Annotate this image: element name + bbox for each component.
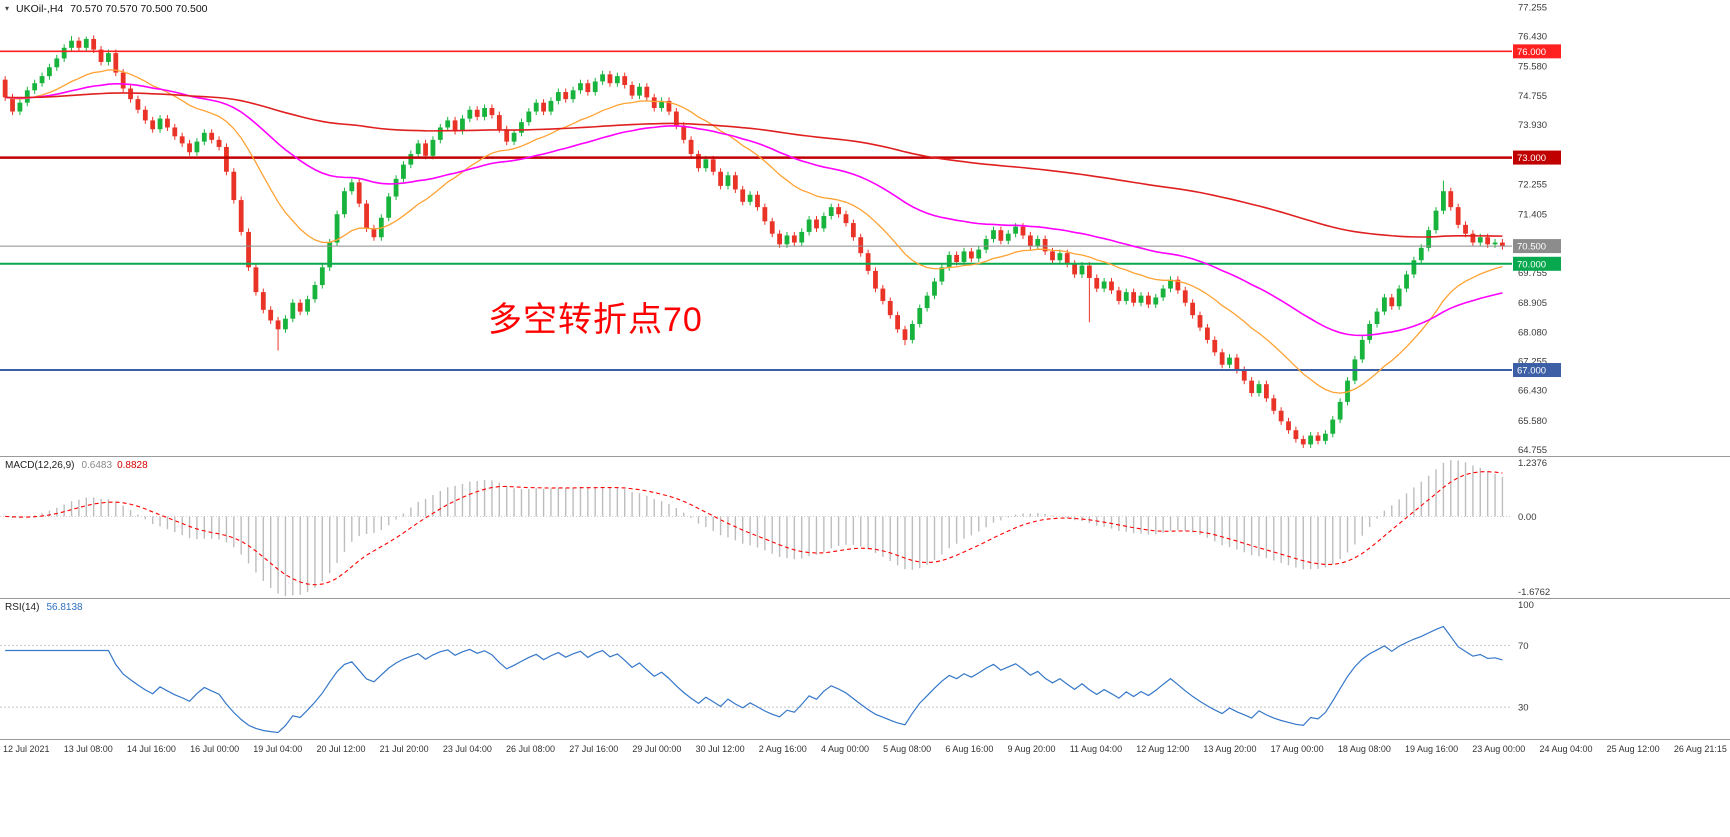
svg-text:64.755: 64.755 [1518,445,1547,455]
svg-text:66.430: 66.430 [1518,386,1547,397]
main-chart-panel: 77.255 76.430 75.580 74.755 73.930 72.255 71.4… [0,0,1730,457]
svg-text:68.905: 68.905 [1518,298,1547,309]
time-axis[interactable]: 12 Jul 2021 13 Jul 08:00 14 Jul 16:00 16 Ju… [0,740,1730,765]
svg-text:-1.6762: -1.6762 [1518,587,1550,597]
rsi-value: 56.8138 [46,602,83,613]
svg-text:73.000: 73.000 [1517,153,1546,164]
time-label: 6 Aug 16:00 [945,744,994,754]
time-label: 11 Aug 04:00 [1069,744,1123,754]
macd-panel: 1.2376 0.00 -1.6762 MACD(12,26,9) 0.6483 0.8… [0,457,1730,599]
svg-text:70.500: 70.500 [1517,242,1546,253]
svg-text:0.00: 0.00 [1518,512,1537,523]
time-label: 5 Aug 08:00 [883,744,932,754]
time-label: 25 Aug 12:00 [1606,744,1660,754]
rsi-name: RSI(14) [5,602,40,613]
svg-text:74.755: 74.755 [1518,91,1547,102]
rsi-chart[interactable]: 100 70 30 [0,599,1730,738]
macd-signal-value: 0.8828 [117,460,148,471]
time-label: 26 Aug 21:15 [1673,744,1727,754]
time-label: 23 Aug 00:00 [1472,744,1526,754]
svg-text:30: 30 [1518,703,1529,714]
time-label: 18 Aug 08:00 [1337,744,1391,754]
time-label: 14 Jul 16:00 [126,744,176,754]
svg-text:73.930: 73.930 [1518,120,1547,131]
svg-text:71.405: 71.405 [1518,210,1547,221]
svg-text:67.255: 67.255 [1518,356,1547,367]
ohlc-readout: 70.570 70.570 70.500 70.500 [70,3,208,15]
time-label: 13 Aug 20:00 [1203,744,1257,754]
time-label: 24 Aug 04:00 [1539,744,1593,754]
symbol-dropdown-icon: ▾ [5,4,10,13]
svg-text:76.430: 76.430 [1518,32,1547,43]
macd-name: MACD(12,26,9) [5,460,75,471]
svg-text:72.255: 72.255 [1518,179,1547,190]
time-label: 4 Aug 00:00 [820,744,869,754]
svg-text:70.000: 70.000 [1517,259,1546,270]
macd-label: MACD(12,26,9) 0.6483 0.8828 [5,460,148,471]
time-label: 2 Aug 16:00 [758,744,807,754]
svg-text:77.255: 77.255 [1518,2,1547,13]
svg-text:76.000: 76.000 [1517,47,1546,58]
time-label: 29 Jul 00:00 [632,744,682,754]
macd-main-value: 0.6483 [81,460,113,471]
time-label: 12 Aug 12:00 [1136,744,1190,754]
chart-annotation-text: 多空转折点70 [488,301,703,339]
time-label: 16 Jul 00:00 [190,744,240,754]
time-label: 27 Jul 16:00 [569,744,619,754]
chart-title: ▾ UKOil-,H4 70.570 70.570 70.500 70.500 [5,3,208,15]
svg-text:68.080: 68.080 [1518,327,1547,338]
time-label: 13 Jul 08:00 [63,744,113,754]
svg-text:65.580: 65.580 [1518,416,1547,427]
svg-text:69.755: 69.755 [1518,268,1547,279]
svg-text:67.000: 67.000 [1517,366,1546,377]
rsi-label: RSI(14) 56.8138 [5,602,83,613]
time-label: 23 Jul 04:00 [442,744,492,754]
rsi-panel: 100 70 30 RSI(14) 56.8138 [0,599,1730,740]
symbol-timeframe: UKOil-,H4 [16,3,64,15]
time-label: 19 Aug 16:00 [1405,744,1459,754]
svg-text:70: 70 [1518,641,1529,652]
macd-chart[interactable]: 1.2376 0.00 -1.6762 [0,457,1730,597]
svg-text:75.580: 75.580 [1518,62,1547,73]
svg-text:100: 100 [1518,600,1534,611]
time-label: 30 Jul 12:00 [695,744,745,754]
time-label: 9 Aug 20:00 [1007,744,1056,754]
time-label: 12 Jul 2021 [3,744,50,754]
time-label: 21 Jul 20:00 [379,744,429,754]
svg-text:1.2376: 1.2376 [1518,458,1547,469]
time-label: 17 Aug 00:00 [1270,744,1324,754]
candlestick-chart[interactable]: 77.255 76.430 75.580 74.755 73.930 72.255 71.4… [0,0,1730,455]
time-label: 19 Jul 04:00 [253,744,303,754]
time-label: 26 Jul 08:00 [506,744,556,754]
time-label: 20 Jul 12:00 [316,744,366,754]
